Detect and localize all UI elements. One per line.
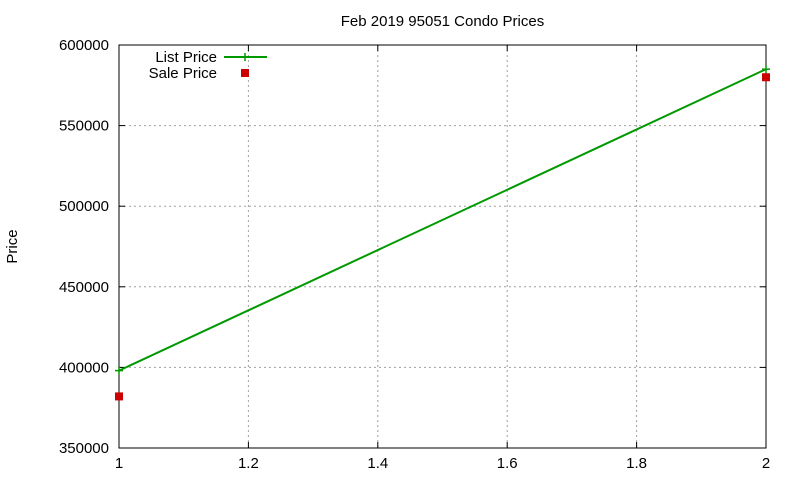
legend-marker-list-price xyxy=(241,53,249,61)
y-tick-label: 450000 xyxy=(59,279,109,296)
series-layer xyxy=(115,65,770,401)
legend-label-sale-price: Sale Price xyxy=(149,65,217,82)
x-tick-label: 1.8 xyxy=(626,455,647,472)
y-tick-label: 600000 xyxy=(59,37,109,54)
sale-price-point xyxy=(115,392,123,401)
list-price-series xyxy=(115,65,770,375)
list-price-line xyxy=(118,68,767,372)
plot-frame xyxy=(118,44,767,449)
legend-marker-sale-price xyxy=(241,69,249,77)
x-tick-label: 1 xyxy=(115,455,123,472)
x-tick-label: 1.2 xyxy=(238,455,259,472)
sale-price-point xyxy=(762,73,770,82)
y-axis-label: Price xyxy=(4,229,21,263)
grid-layer xyxy=(119,45,766,448)
x-tick-label: 2 xyxy=(762,455,770,472)
x-tick-label: 1.6 xyxy=(497,455,518,472)
ticks-layer: 1 1.2 1.4 1.6 1.8 2 350000 400000 450000 500000 55… xyxy=(59,37,770,472)
x-tick-label: 1.4 xyxy=(367,455,388,472)
y-tick-label: 550000 xyxy=(59,118,109,135)
list-price-point xyxy=(762,65,770,74)
y-tick-label: 500000 xyxy=(59,198,109,215)
y-tick-label: 400000 xyxy=(59,359,109,376)
y-tick-label: 350000 xyxy=(59,440,109,457)
list-price-point xyxy=(115,366,123,375)
sale-price-series xyxy=(115,73,770,401)
legend-label-list-price: List Price xyxy=(155,49,217,66)
chart-title: Feb 2019 95051 Condo Prices xyxy=(341,13,544,30)
